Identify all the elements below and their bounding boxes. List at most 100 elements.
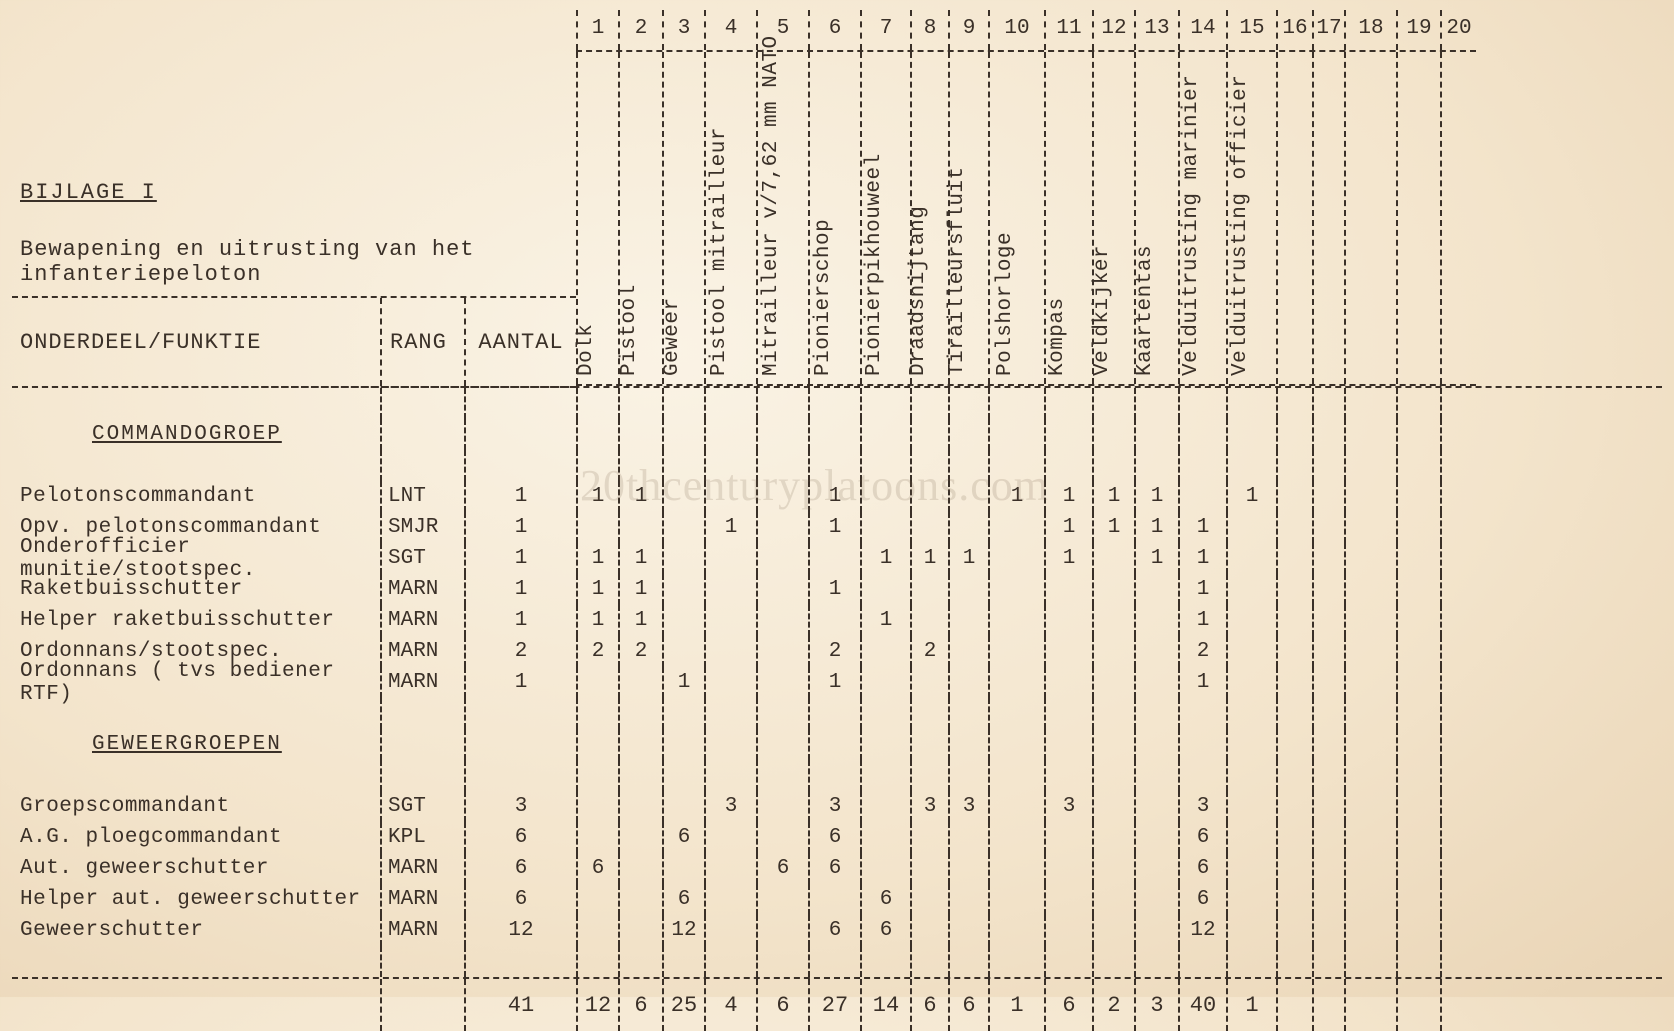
data-cell <box>988 636 1044 667</box>
document-subtitle: Bewapening en uitrusting van het infante… <box>20 237 576 287</box>
func-cell: Helper aut. geweerschutter <box>12 884 380 915</box>
data-cell <box>1226 853 1276 884</box>
data-cell: 1 <box>808 512 860 543</box>
data-cell <box>1344 915 1396 946</box>
col-header-func: ONDERDEEL/FUNKTIE <box>12 298 380 386</box>
data-cell <box>618 946 662 977</box>
cell <box>464 729 576 760</box>
col-header: Kaartentas <box>1134 52 1178 384</box>
data-cell <box>910 667 948 698</box>
data-cell: 1 <box>1092 512 1134 543</box>
data-cell <box>910 481 948 512</box>
data-cell <box>756 605 808 636</box>
data-cell <box>910 574 948 605</box>
data-cell <box>1396 636 1440 667</box>
data-cell <box>662 946 704 977</box>
data-cell <box>948 884 988 915</box>
data-cell <box>756 698 808 729</box>
data-cell: 6 <box>1178 884 1226 915</box>
table-row: Helper raketbuisschutterMARN11111 <box>12 605 1662 636</box>
data-cell <box>948 915 988 946</box>
data-cell: 1 <box>618 574 662 605</box>
col-header: Geweer <box>662 52 704 384</box>
cell <box>464 450 576 481</box>
data-cell <box>1276 419 1312 450</box>
data-cell <box>808 698 860 729</box>
data-cell <box>1344 481 1396 512</box>
col-header: Veldkijker <box>1092 52 1134 384</box>
data-cell <box>1134 822 1178 853</box>
data-cell <box>662 791 704 822</box>
data-cell <box>1276 388 1312 419</box>
data-cell <box>1344 388 1396 419</box>
data-cell <box>948 822 988 853</box>
data-cell <box>1440 388 1476 419</box>
data-cell <box>576 388 618 419</box>
rang-cell: KPL <box>380 822 464 853</box>
data-cell <box>1092 636 1134 667</box>
rang-cell: MARN <box>380 574 464 605</box>
data-cell <box>1440 667 1476 698</box>
data-cell <box>808 419 860 450</box>
data-cell <box>1396 388 1440 419</box>
data-cell <box>1440 760 1476 791</box>
data-cell: 1 <box>1092 481 1134 512</box>
data-cell <box>662 543 704 574</box>
document-title: BIJLAGE I <box>20 180 576 205</box>
table-row: COMMANDOGROEP <box>12 419 1662 450</box>
data-cell <box>1312 667 1344 698</box>
data-cell <box>1134 605 1178 636</box>
table-row: GEWEERGROEPEN <box>12 729 1662 760</box>
data-cell <box>1092 729 1134 760</box>
rang-cell: SGT <box>380 791 464 822</box>
data-cell <box>576 884 618 915</box>
table-row: PelotonscommandantLNT111111111 <box>12 481 1662 512</box>
col-number: 15 <box>1226 10 1276 50</box>
data-cell <box>1178 946 1226 977</box>
data-cell <box>1396 698 1440 729</box>
data-cell <box>1276 915 1312 946</box>
data-cell <box>1440 915 1476 946</box>
data-cell: 1 <box>618 543 662 574</box>
data-cell <box>1396 512 1440 543</box>
data-cell: 2 <box>910 636 948 667</box>
data-cell: 1 <box>618 481 662 512</box>
data-cell <box>1312 946 1344 977</box>
data-cell <box>1178 481 1226 512</box>
data-cell <box>756 946 808 977</box>
data-cell <box>618 853 662 884</box>
data-cell: 1 <box>1044 543 1092 574</box>
aantal-cell: 1 <box>464 605 576 636</box>
data-cell <box>948 574 988 605</box>
data-cell: 1 <box>576 543 618 574</box>
data-cell <box>860 512 910 543</box>
data-cell <box>1044 605 1092 636</box>
data-cell <box>1312 822 1344 853</box>
col-header: Dolk <box>576 52 618 384</box>
data-cell <box>1276 512 1312 543</box>
aantal-cell: 1 <box>464 667 576 698</box>
data-cell <box>1044 853 1092 884</box>
col-number: 8 <box>910 10 948 50</box>
data-cell <box>618 388 662 419</box>
data-cell <box>1396 450 1440 481</box>
data-cell <box>860 791 910 822</box>
data-cell <box>1312 915 1344 946</box>
col-number: 3 <box>662 10 704 50</box>
data-cell <box>618 698 662 729</box>
data-cell <box>1440 884 1476 915</box>
data-cell <box>1344 791 1396 822</box>
data-cell <box>1396 667 1440 698</box>
data-cell <box>1344 419 1396 450</box>
data-cell <box>618 822 662 853</box>
col-header: Pistool <box>618 52 662 384</box>
rang-cell: SMJR <box>380 512 464 543</box>
data-cell <box>1440 853 1476 884</box>
data-cell <box>662 729 704 760</box>
data-cell <box>1276 791 1312 822</box>
data-cell <box>1134 574 1178 605</box>
data-cell <box>860 450 910 481</box>
data-cell: 6 <box>860 915 910 946</box>
data-cell <box>1092 667 1134 698</box>
cell <box>12 388 380 419</box>
